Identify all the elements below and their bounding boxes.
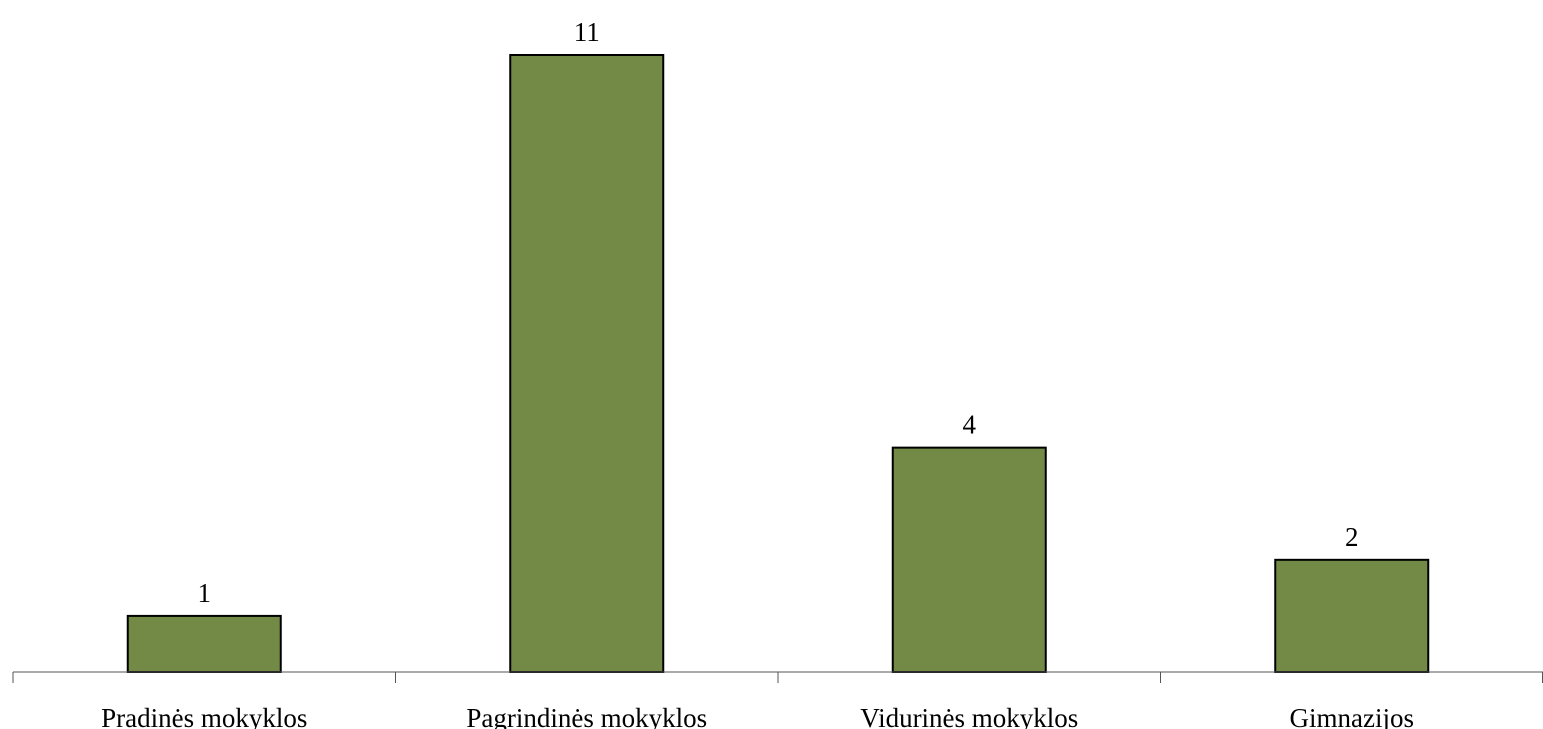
x-tick-label: Vidurinės mokyklos (860, 703, 1078, 729)
x-tick-label: Gimnazijos (1290, 703, 1414, 729)
value-label: 2 (1345, 522, 1359, 552)
value-label: 11 (574, 17, 600, 47)
bar (509, 54, 665, 673)
bar (126, 614, 282, 674)
x-tick-label: Pradinės mokyklos (101, 703, 307, 729)
value-label: 1 (198, 578, 212, 608)
value-label: 4 (963, 410, 977, 440)
x-tick-label: Pagrindinės mokyklos (466, 703, 707, 729)
bar (891, 446, 1047, 673)
bar (1274, 558, 1430, 673)
